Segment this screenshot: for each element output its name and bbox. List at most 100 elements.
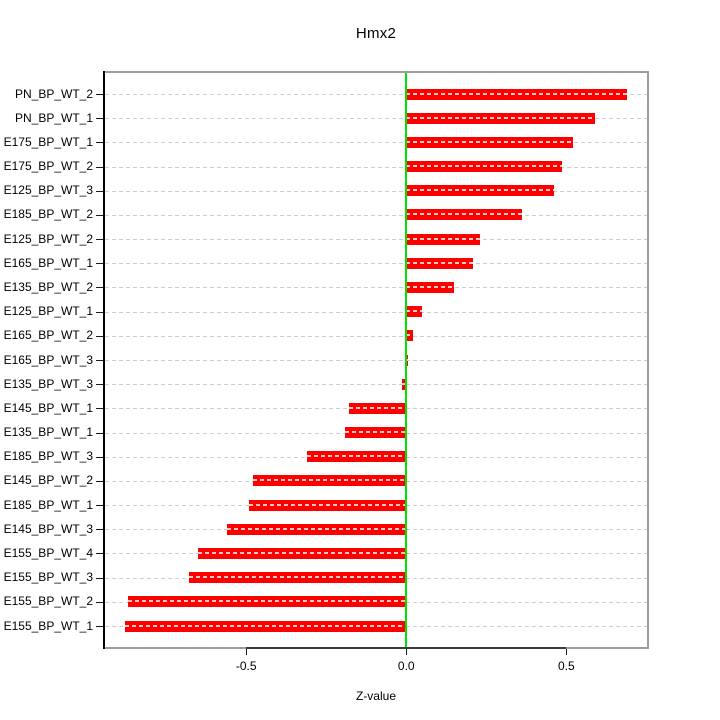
y-tick [96,336,103,337]
bar [307,451,407,463]
bar-grid-overlay [252,479,407,482]
y-tick [96,529,103,530]
bar-grid-overlay [249,503,407,506]
y-tick-label: E185_BP_WT_2 [3,207,93,222]
bar-grid-overlay [188,576,407,579]
y-tick-label: E135_BP_WT_3 [3,376,93,391]
y-tick [96,457,103,458]
bar [406,185,554,197]
y-tick [96,118,103,119]
y-tick-label: E125_BP_WT_1 [3,304,93,319]
x-tick [406,649,407,655]
y-tick [96,505,103,506]
bar [252,475,407,487]
y-tick [96,287,103,288]
x-axis-line-dark [246,647,567,649]
bar-grid-overlay [348,406,407,409]
bar [348,402,407,414]
y-tick-label: E135_BP_WT_1 [3,425,93,440]
bar-grid-overlay [406,334,413,337]
y-tick-label: E165_BP_WT_3 [3,352,93,367]
bar [198,547,407,559]
bar [127,596,407,608]
y-tick-label: E165_BP_WT_2 [3,328,93,343]
bar-grid-overlay [127,600,407,603]
y-tick [96,602,103,603]
bar [124,620,407,632]
x-tick-label: -0.5 [235,659,257,673]
bar-grid-overlay [402,382,407,385]
y-tick [96,433,103,434]
y-tick [96,408,103,409]
y-tick-label: E155_BP_WT_3 [3,570,93,585]
gridline [105,360,647,361]
y-tick [96,312,103,313]
x-tick [566,649,567,655]
y-tick [96,167,103,168]
gridline [105,239,647,240]
gridline [105,167,647,168]
bar-grid-overlay [406,213,522,216]
y-tick [96,263,103,264]
bar-grid-overlay [198,551,407,554]
bar [402,378,407,390]
gridline [105,312,647,313]
bar [249,499,407,511]
y-tick-label: E175_BP_WT_1 [3,134,93,149]
bar-grid-overlay [406,189,554,192]
x-tick-label: 0.5 [557,659,575,673]
y-tick-label: E155_BP_WT_2 [3,594,93,609]
x-tick [246,649,247,655]
gridline [105,384,647,385]
bar [188,572,407,584]
bar-grid-overlay [307,455,407,458]
x-tick-label: 0.0 [397,659,415,673]
bar [406,257,474,269]
bar-grid-overlay [406,310,423,313]
y-tick [96,626,103,627]
bar-grid-overlay [406,237,480,240]
y-tick [96,94,103,95]
y-axis-line [103,71,105,649]
bar-grid-overlay [406,285,455,288]
bar [345,427,407,439]
y-tick [96,360,103,361]
y-tick-label: E155_BP_WT_1 [3,618,93,633]
y-tick-label: E185_BP_WT_1 [3,497,93,512]
bar [406,233,480,245]
gridline [105,118,647,119]
bar [226,523,407,535]
gridline [105,336,647,337]
bar [406,281,455,293]
bar-grid-overlay [406,92,628,95]
gridline [105,287,647,288]
y-tick-label: E145_BP_WT_2 [3,473,93,488]
bar [406,161,562,173]
zero-line [405,73,408,647]
chart-title: Hmx2 [355,25,397,42]
y-tick [96,553,103,554]
y-tick-label: PN_BP_WT_1 [14,110,93,125]
x-axis-label: Z-value [355,689,396,703]
bar-grid-overlay [406,165,562,168]
bar [406,306,423,318]
y-tick [96,191,103,192]
y-tick-label: E155_BP_WT_4 [3,545,93,560]
y-tick-label: E165_BP_WT_1 [3,255,93,270]
gridline [105,142,647,143]
gridline [105,263,647,264]
bar-grid-overlay [406,116,596,119]
bar [406,112,596,124]
gridline [105,94,647,95]
y-tick [96,578,103,579]
bar-grid-overlay [124,624,407,627]
bar-grid-overlay [345,431,407,434]
bar-grid-overlay [406,140,573,143]
y-tick [96,481,103,482]
y-tick-label: E145_BP_WT_3 [3,521,93,536]
bar [406,88,628,100]
y-tick-label: E125_BP_WT_3 [3,183,93,198]
y-tick-label: PN_BP_WT_2 [14,86,93,101]
